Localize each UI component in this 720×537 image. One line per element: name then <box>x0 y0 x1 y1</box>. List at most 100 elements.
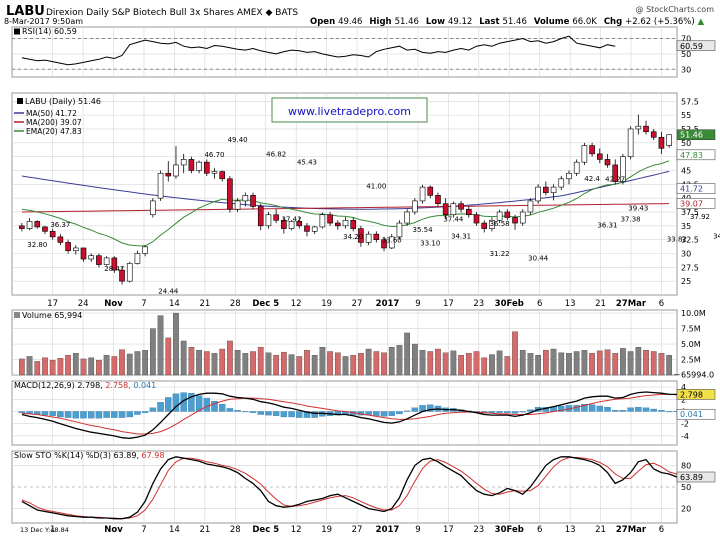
x-tick-label: Nov <box>104 299 123 309</box>
macd-histogram-bar <box>272 411 280 416</box>
candle-body <box>211 171 218 174</box>
candle-body <box>489 219 495 229</box>
volume-bar <box>257 346 264 376</box>
macd-histogram-bar <box>64 411 72 418</box>
ema20-tag-text: 47.83 <box>680 151 703 160</box>
candle-body <box>173 164 179 177</box>
volume-bar <box>620 348 626 376</box>
macd-histogram-bar <box>504 411 511 413</box>
candle-body <box>550 186 557 193</box>
macd-histogram-bar <box>296 411 303 418</box>
x-tick-label: 27 <box>352 299 363 309</box>
rsi-title: RSI(14) 60.59 <box>22 27 77 36</box>
candle-body <box>334 222 341 227</box>
bottom-x-tick-label: 6 <box>537 525 542 535</box>
macd-hist-tag-box <box>676 408 716 420</box>
macd-histogram-bar <box>604 407 611 412</box>
price-y-tick-label: 32.5 <box>681 236 699 245</box>
volume-bar <box>481 357 488 376</box>
macd-histogram-bar <box>195 395 203 412</box>
macd-histogram-bar <box>511 411 519 414</box>
price-annotation: 28.47 <box>104 265 124 273</box>
x-tick-label: 14 <box>169 299 180 309</box>
volume-bar <box>666 355 672 376</box>
volume-bar <box>242 353 249 376</box>
candle-body <box>42 226 48 232</box>
price-panel <box>11 92 678 296</box>
volume-bar <box>489 354 495 376</box>
candle-body <box>257 206 264 227</box>
ma200-tag: 39.07 <box>676 198 716 209</box>
candle-body <box>265 214 272 227</box>
candle-body <box>96 255 102 265</box>
volume-bar <box>188 346 195 376</box>
price-annotation: 35.54 <box>413 226 434 234</box>
volume-bar <box>173 312 179 376</box>
candle-body <box>373 233 380 240</box>
price-annotation: 30.44 <box>528 254 549 262</box>
x-tick-label: 21 <box>199 299 210 309</box>
bottom-x-tick-label: 19 <box>321 525 332 535</box>
macd-histogram-bar <box>118 411 126 418</box>
macd-histogram-bar <box>558 405 565 412</box>
volume-bar <box>342 356 349 376</box>
macd-histogram-bar <box>396 411 403 415</box>
macd-histogram-bar <box>172 393 180 412</box>
macd-hist-tag-text: 0.041 <box>680 410 703 419</box>
candle-body <box>227 178 233 210</box>
bottom-x-tick-label: 14 <box>169 525 180 535</box>
volume-bar <box>265 352 272 376</box>
volume-bar <box>288 354 295 376</box>
volume-legend-swatch <box>14 312 20 318</box>
macd-histogram-bar <box>149 407 157 412</box>
candle-body <box>589 145 595 155</box>
candle-body <box>535 186 541 202</box>
volume-bar <box>219 348 226 376</box>
volume-bar <box>119 349 125 376</box>
volume-y-tick-label: 7.5M <box>681 325 701 334</box>
volume-bar <box>458 355 464 376</box>
sto-k-line <box>21 456 678 520</box>
macd-y-tick-label: 2 <box>681 395 686 404</box>
macd-histogram-bar <box>588 404 596 412</box>
price-y-tick-label: 57.5 <box>681 97 699 106</box>
bottom-x-tick-label: 27Mar <box>616 525 647 535</box>
candle-body <box>281 219 287 229</box>
candle-body <box>435 195 441 204</box>
macd-histogram-bar <box>203 397 211 412</box>
volume-bar <box>72 353 79 376</box>
candle-body <box>180 159 187 166</box>
candle-body <box>558 178 565 188</box>
candle-body <box>473 214 480 224</box>
ma50-tag-text: 41.72 <box>680 185 703 194</box>
watermark-text[interactable]: www.livetradepro.com <box>288 105 411 118</box>
volume-y-tick-label: 10.0M <box>681 309 706 318</box>
candle-body <box>504 211 511 218</box>
candle-body <box>612 164 619 182</box>
x-tick-label: 23 <box>473 299 484 309</box>
macd-hist-tag: 0.041 <box>676 408 716 420</box>
candle-body <box>296 221 303 227</box>
price-annotation: 46.70 <box>204 151 224 159</box>
candle-body <box>381 239 387 249</box>
sto-current-tag: 63.89 <box>676 471 716 483</box>
volume-bar <box>134 351 141 376</box>
x-tick-label: 28 <box>230 299 241 309</box>
macd-histogram-bar <box>627 407 634 412</box>
macd-histogram-bar <box>188 393 195 412</box>
x-tick-label: 6 <box>537 299 542 309</box>
price-annotation: 42.4 <box>584 175 600 183</box>
macd-histogram-bar <box>41 411 49 416</box>
volume-bar <box>334 352 341 376</box>
candle-body <box>427 186 434 196</box>
macd-histogram-bar <box>650 408 657 412</box>
candle-body <box>188 159 195 171</box>
price-y-tick-label: 30 <box>681 249 691 258</box>
candle-body <box>288 221 295 229</box>
volume-bar <box>180 340 187 376</box>
macd-histogram-bar <box>141 411 149 413</box>
bottom-x-tick-label: 6 <box>659 525 664 535</box>
candle-body <box>26 221 33 229</box>
rsi-current-tag: 60.59 <box>676 40 716 52</box>
quote-date: 8-Mar-2017 9:50am <box>4 17 83 26</box>
